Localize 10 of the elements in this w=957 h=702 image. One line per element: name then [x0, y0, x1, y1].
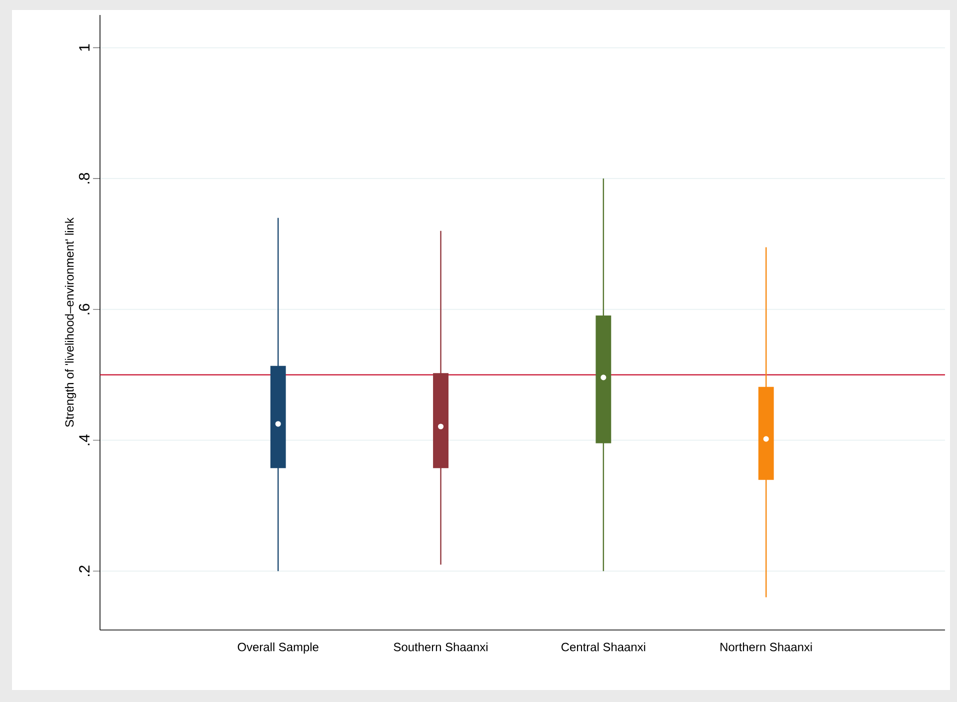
y-axis-title: Strength of 'livelihood–environment' link [64, 218, 76, 427]
y-tick-label: .6 [78, 304, 90, 314]
y-tick-label: .8 [78, 172, 90, 184]
y-tick-label: 1 [79, 44, 90, 51]
y-tick-label: .2 [79, 566, 90, 576]
x-tick-label: Southern Shaanxi [394, 642, 488, 652]
x-tick-label: Central Shaanxi [562, 642, 646, 652]
x-tick-label: Northern Shaanxi [720, 642, 812, 652]
y-tick-label: .4 [79, 434, 90, 446]
x-tick-label: Overall Sample [238, 642, 318, 654]
